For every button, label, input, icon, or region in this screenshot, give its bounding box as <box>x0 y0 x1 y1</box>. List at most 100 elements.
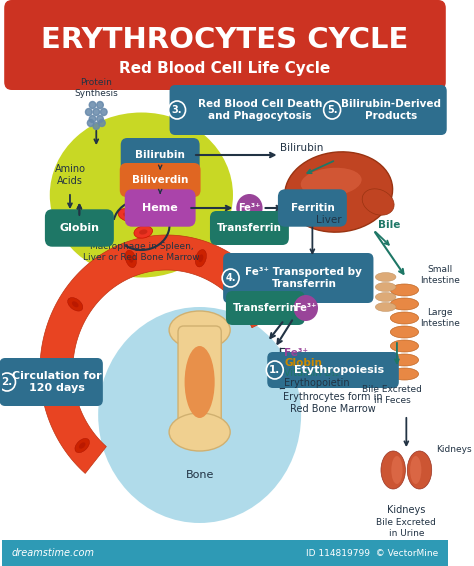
FancyBboxPatch shape <box>170 85 339 135</box>
Circle shape <box>85 109 92 115</box>
Text: Small
Intestine: Small Intestine <box>420 265 460 285</box>
Circle shape <box>93 109 100 115</box>
Ellipse shape <box>72 301 79 307</box>
Ellipse shape <box>391 312 419 324</box>
Ellipse shape <box>381 451 405 489</box>
Circle shape <box>100 109 107 115</box>
Bar <box>2 540 447 566</box>
FancyBboxPatch shape <box>120 163 201 197</box>
Text: ID 114819799  © VectorMine: ID 114819799 © VectorMine <box>306 548 438 558</box>
Ellipse shape <box>375 302 396 311</box>
Circle shape <box>97 101 103 109</box>
FancyBboxPatch shape <box>178 326 221 433</box>
Text: Fe³⁺: Fe³⁺ <box>284 348 308 358</box>
Text: Circulation for
120 days: Circulation for 120 days <box>12 371 101 393</box>
Ellipse shape <box>375 272 396 281</box>
Circle shape <box>89 115 96 122</box>
Circle shape <box>222 269 239 287</box>
Circle shape <box>169 101 185 119</box>
Text: Red Blood Cell Life Cycle: Red Blood Cell Life Cycle <box>119 61 331 75</box>
Circle shape <box>99 119 105 126</box>
Circle shape <box>97 115 103 122</box>
Circle shape <box>0 373 16 391</box>
Text: Erythopoietin: Erythopoietin <box>284 378 350 388</box>
Ellipse shape <box>407 451 432 489</box>
Circle shape <box>324 101 340 119</box>
Text: Bilirubin-Derived
Products: Bilirubin-Derived Products <box>341 99 441 121</box>
Ellipse shape <box>169 311 230 349</box>
Ellipse shape <box>198 254 203 262</box>
FancyBboxPatch shape <box>210 211 289 245</box>
Text: Bone: Bone <box>185 470 214 480</box>
FancyBboxPatch shape <box>267 352 399 388</box>
Text: 4.: 4. <box>226 273 236 283</box>
Text: Large
Intestine: Large Intestine <box>420 308 460 328</box>
Circle shape <box>98 307 301 523</box>
Text: Red Blood Cell Death
and Phagocytosis: Red Blood Cell Death and Phagocytosis <box>198 99 322 121</box>
Ellipse shape <box>79 442 85 449</box>
Text: 1.: 1. <box>269 365 281 375</box>
Ellipse shape <box>392 456 402 484</box>
Ellipse shape <box>118 209 137 221</box>
Ellipse shape <box>48 371 65 381</box>
Text: Globin: Globin <box>59 223 100 233</box>
Ellipse shape <box>391 284 419 296</box>
FancyBboxPatch shape <box>45 209 114 247</box>
Text: Vitamin B₁₂: Vitamin B₁₂ <box>284 368 339 378</box>
Ellipse shape <box>53 374 60 379</box>
Ellipse shape <box>134 226 153 238</box>
FancyBboxPatch shape <box>4 0 446 90</box>
Ellipse shape <box>391 368 419 380</box>
Text: Bilirubin: Bilirubin <box>281 143 324 153</box>
FancyBboxPatch shape <box>226 291 305 325</box>
Ellipse shape <box>250 296 264 310</box>
Text: ERYTHROCYTES CYCLE: ERYTHROCYTES CYCLE <box>41 26 409 54</box>
FancyBboxPatch shape <box>278 189 347 227</box>
Ellipse shape <box>139 229 147 234</box>
Text: Ferritin: Ferritin <box>291 203 334 213</box>
FancyBboxPatch shape <box>325 85 447 135</box>
Text: Biliverdin: Biliverdin <box>132 175 188 185</box>
Ellipse shape <box>391 340 419 352</box>
Text: dreamstime.com: dreamstime.com <box>12 548 95 558</box>
Circle shape <box>87 119 94 126</box>
Text: Erythrocytes form in
Red Bone Marrow: Erythrocytes form in Red Bone Marrow <box>283 392 383 414</box>
Circle shape <box>93 122 100 130</box>
Text: 2.: 2. <box>1 377 13 387</box>
Text: 5.: 5. <box>327 105 337 115</box>
Text: Kidneys: Kidneys <box>437 445 472 454</box>
Ellipse shape <box>50 113 233 277</box>
Text: Bile Excreted
in Urine: Bile Excreted in Urine <box>376 518 436 538</box>
Text: Bilirubin: Bilirubin <box>135 150 185 160</box>
Text: Liver: Liver <box>317 215 342 225</box>
Ellipse shape <box>123 212 131 218</box>
Ellipse shape <box>391 326 419 338</box>
Text: Kidneys: Kidneys <box>387 505 426 515</box>
Polygon shape <box>40 235 282 473</box>
Ellipse shape <box>285 152 392 232</box>
Circle shape <box>236 194 263 222</box>
Text: Heme: Heme <box>142 203 178 213</box>
Text: 3.: 3. <box>172 105 182 115</box>
Text: Macrophage in Spleen,
Liver or Red Bone Marrow: Macrophage in Spleen, Liver or Red Bone … <box>83 242 200 262</box>
Ellipse shape <box>125 250 137 268</box>
Ellipse shape <box>301 168 362 196</box>
Text: Bile: Bile <box>378 220 401 230</box>
Text: Etythropoiesis: Etythropoiesis <box>293 365 384 375</box>
Ellipse shape <box>254 299 261 306</box>
Ellipse shape <box>68 298 83 311</box>
Text: Fe³⁺: Fe³⁺ <box>295 303 317 313</box>
Circle shape <box>266 361 283 379</box>
Text: Amino
Acids: Amino Acids <box>55 164 85 186</box>
Ellipse shape <box>375 282 396 291</box>
Text: Transferrin: Transferrin <box>217 223 282 233</box>
Ellipse shape <box>410 456 421 484</box>
Ellipse shape <box>169 413 230 451</box>
FancyBboxPatch shape <box>121 138 200 172</box>
Text: Transferrin: Transferrin <box>233 303 298 313</box>
Ellipse shape <box>375 293 396 302</box>
Ellipse shape <box>195 250 207 267</box>
Ellipse shape <box>391 298 419 310</box>
Text: Bile Excreted
in Feces: Bile Excreted in Feces <box>362 385 422 405</box>
Text: Fe³⁺: Fe³⁺ <box>238 203 261 213</box>
